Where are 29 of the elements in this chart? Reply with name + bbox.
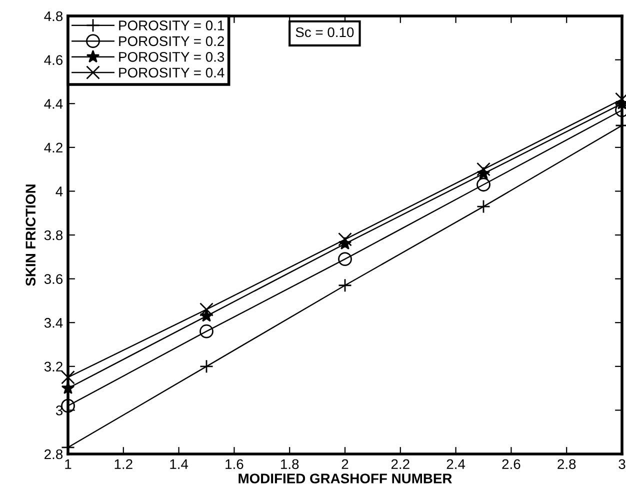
x-tick-label: 1.6 bbox=[226, 459, 244, 470]
x-tick-label: 1.8 bbox=[281, 459, 299, 470]
y-tick-label: 3.6 bbox=[44, 274, 63, 284]
x-axis-title: MODIFIED GRASHOFF NUMBER bbox=[238, 474, 452, 484]
x-tick-label: 3 bbox=[618, 459, 626, 470]
y-tick-label: 3 bbox=[56, 406, 63, 416]
x-tick-label: 2.6 bbox=[502, 459, 520, 470]
y-tick-label: 4.4 bbox=[44, 99, 63, 109]
y-tick-label: 3.2 bbox=[44, 362, 62, 372]
x-tick-label: 2.8 bbox=[558, 459, 576, 470]
x-tick-label: 1.4 bbox=[170, 459, 188, 469]
legend-label: POROSITY = 0.4 bbox=[119, 68, 224, 78]
y-tick-label: 2.8 bbox=[44, 449, 63, 460]
y-tick-label: 3.8 bbox=[44, 230, 63, 240]
y-tick-label: 4 bbox=[56, 186, 63, 196]
y-tick-label: 4.8 bbox=[44, 11, 63, 22]
y-tick-label: 4.2 bbox=[44, 142, 62, 152]
legend-label: POROSITY = 0.3 bbox=[119, 52, 224, 62]
y-tick-label: 3.4 bbox=[44, 318, 63, 328]
y-tick-label: 4.6 bbox=[44, 55, 63, 65]
x-tick-label: 2.4 bbox=[446, 459, 466, 469]
x-tick-label: 2.2 bbox=[391, 459, 410, 469]
annotation: Sc = 0.10 bbox=[296, 27, 354, 38]
x-tick-label: 2 bbox=[342, 459, 348, 469]
x-tick-label: 1.2 bbox=[114, 459, 132, 469]
x-tick-label: 1 bbox=[65, 459, 72, 469]
legend-label: POROSITY = 0.2 bbox=[119, 36, 224, 46]
y-axis-title: SKIN FRICTION bbox=[26, 184, 36, 286]
legend-label: POROSITY = 0.1 bbox=[119, 20, 224, 30]
